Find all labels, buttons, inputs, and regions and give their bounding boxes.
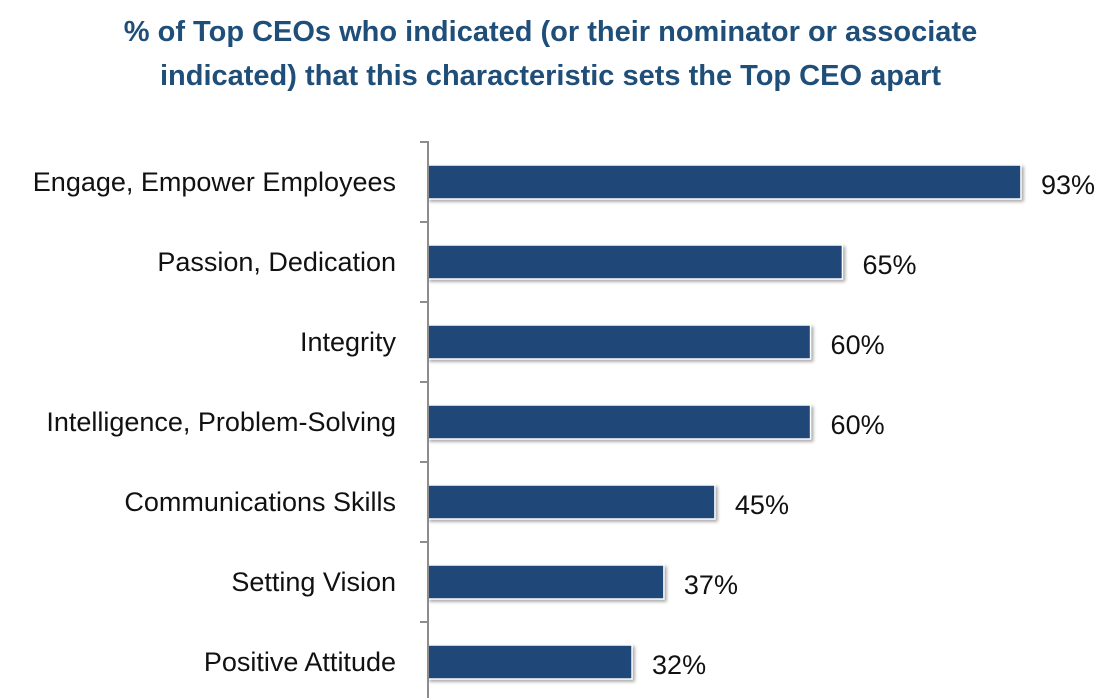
category-label: Intelligence, Problem-Solving [46,407,396,437]
category-label: Integrity [300,327,397,357]
chart-title: % of Top CEOs who indicated (or their no… [0,10,1101,98]
bar [427,404,812,440]
category-label: Passion, Dedication [157,247,396,277]
bar [427,244,844,280]
category-label: Engage, Empower Employees [33,167,396,197]
bars-layer [427,164,1022,680]
category-label: Positive Attitude [204,647,396,677]
bar [427,564,665,600]
value-label: 37% [684,570,738,600]
value-label: 60% [831,410,885,440]
chart-title-line-1: % of Top CEOs who indicated (or their no… [123,16,978,48]
chart-title-line-2: indicated) that this characteristic sets… [159,60,942,92]
value-label: 93% [1041,170,1095,200]
value-label: 60% [831,330,885,360]
value-label: 65% [862,250,916,280]
category-axis [420,141,429,698]
bar [427,324,812,360]
bar [427,164,1022,200]
bar [427,484,716,520]
labels-layer: Engage, Empower Employees 93% Passion, Ded… [33,167,1095,680]
bar [427,644,633,680]
value-label: 32% [652,650,706,680]
category-label: Setting Vision [231,567,396,597]
value-label: 45% [735,490,789,520]
category-label: Communications Skills [124,487,396,517]
